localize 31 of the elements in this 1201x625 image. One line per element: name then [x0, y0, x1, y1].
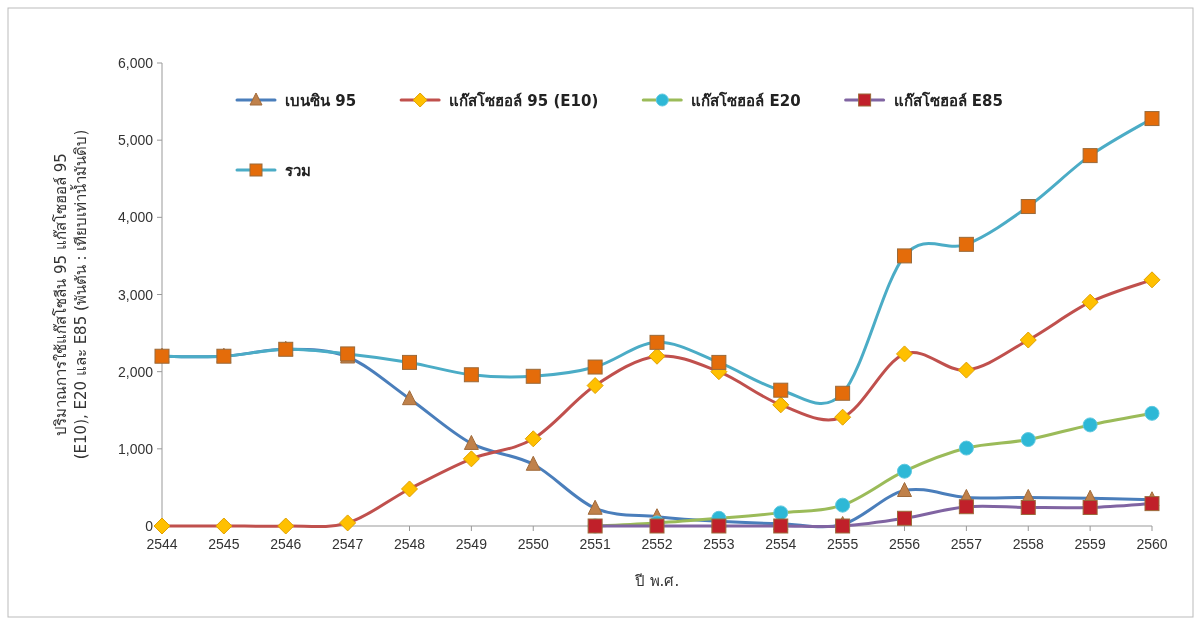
y-tick-label: 3,000 [117, 286, 154, 303]
legend-label: แก๊สโซฮอล์ E85 [893, 91, 1003, 110]
x-tick-label: 2544 [146, 536, 178, 552]
x-tick-label: 2558 [1012, 536, 1045, 552]
legend-label: แก๊สโซฮอล์ E20 [691, 91, 801, 110]
x-tick-label: 2559 [1074, 536, 1106, 552]
x-tick-label: 2548 [393, 536, 426, 552]
x-tick-label: 2550 [517, 536, 550, 552]
x-tick-label: 2552 [641, 536, 673, 552]
x-tick-label: 2549 [455, 536, 488, 552]
x-tick-label: 2546 [270, 536, 302, 552]
y-tick-label: 5,000 [117, 132, 154, 149]
x-axis-title: ปี พ.ศ. [633, 572, 680, 590]
x-tick-label: 2557 [950, 536, 983, 552]
x-tick-label: 2560 [1136, 536, 1168, 552]
x-tick-label: 2551 [579, 536, 611, 552]
x-tick-label: 2547 [332, 536, 364, 552]
y-tick-label: 4,000 [117, 209, 154, 226]
legend-label: รวม [285, 162, 311, 180]
y-tick-label: 2,000 [117, 363, 154, 380]
y-axis-title: ปริมาณการใช้แก๊สโซลีน 95 แก๊สโซฮอล์ 95 (E10), E20 และ E85 (พันตัน : เทียบเท่าน้ำมันดิบ) [52, 129, 90, 460]
y-tick-label: 6,000 [117, 55, 154, 71]
y-tick-label: 1,000 [117, 440, 154, 457]
legend-label: เบนซิน 95 [285, 92, 357, 110]
x-tick-label: 2556 [888, 536, 921, 552]
x-tick-label: 2555 [827, 536, 859, 552]
legend-label: แก๊สโซฮอล์ 95 (E10) [449, 91, 599, 110]
x-tick-label: 2545 [208, 536, 240, 552]
y-tick-label: 0 [145, 518, 154, 534]
x-tick-label: 2553 [703, 536, 735, 552]
x-tick-label: 2554 [765, 536, 797, 552]
